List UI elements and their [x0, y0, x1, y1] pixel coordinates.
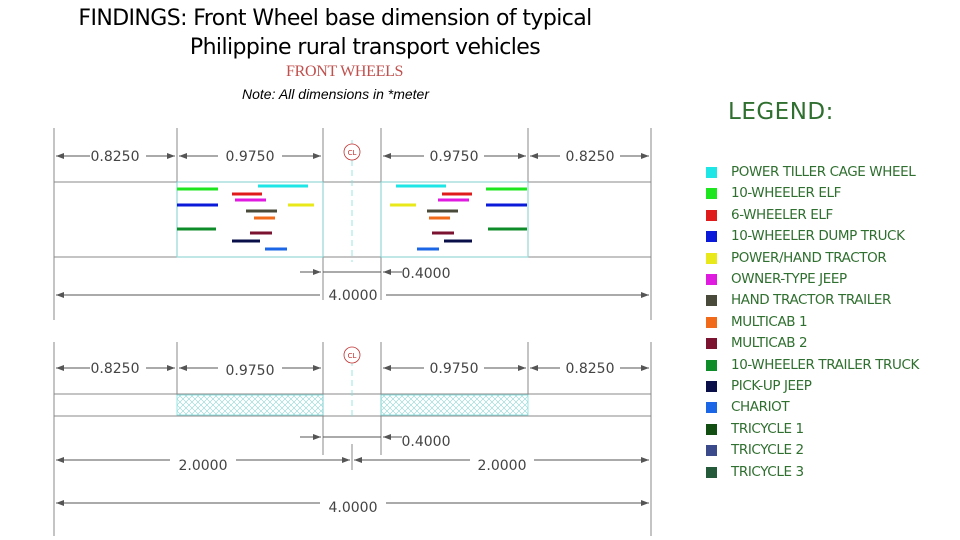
- dim-label-bottom-2: 0.9750: [226, 363, 275, 379]
- title-line-2: Philippine rural transport vehicles: [189, 35, 541, 60]
- legend-label: POWER TILLER CAGE WHEEL: [731, 164, 916, 180]
- legend-label: TRICYCLE 2: [731, 442, 804, 459]
- legend-label: 6-WHEELER ELF: [731, 206, 833, 223]
- legend-swatch: [706, 188, 717, 200]
- top-dimension-labels: 0.8250 0.9750 0.9750 0.8250 0.4000 4.000…: [91, 149, 615, 304]
- dim-label-bottom-4: 0.8250: [566, 361, 615, 377]
- bottom-diagram: [53, 342, 652, 536]
- legend-label: 10-WHEELER ELF: [731, 185, 842, 202]
- legend-label: OWNER-TYPE JEEP: [731, 271, 847, 287]
- centerline-symbol: CL: [348, 352, 357, 360]
- bottom-dimension-labels: 0.8250 0.9750 0.9750 0.8250 0.4000 2.000…: [91, 361, 615, 516]
- dim-label-bottom-1: 0.8250: [91, 361, 140, 377]
- legend-swatch: [706, 274, 717, 285]
- legend-swatch: [706, 209, 717, 221]
- half-width-label-right: 2.0000: [478, 458, 527, 474]
- legend-swatch: [706, 316, 717, 328]
- total-width-label-top: 4.0000: [329, 288, 378, 304]
- legend-swatch: [706, 167, 717, 178]
- legend-label: HAND TRACTOR TRAILER: [731, 292, 891, 309]
- page-title: FINDINGS: Front Wheel base dimension of …: [0, 4, 680, 62]
- legend-label: TRICYCLE 3: [731, 463, 804, 480]
- legend-swatch: [706, 338, 717, 350]
- legend-label: 10-WHEELER DUMP TRUCK: [731, 228, 905, 245]
- legend-swatch: [706, 359, 717, 371]
- legend-swatch: [706, 466, 717, 478]
- wheelbase-diagram: 0.8250 0.9750 0.9750 0.8250 0.4000 4.000…: [53, 128, 652, 536]
- dim-label-top-4: 0.8250: [566, 149, 615, 165]
- legend-label: MULTICAB 2: [731, 335, 808, 352]
- legend-swatch: [706, 252, 717, 264]
- dim-label-top-2: 0.9750: [226, 149, 275, 165]
- dim-label-top-1: 0.8250: [91, 149, 140, 165]
- wheel-marks-left: [177, 184, 314, 251]
- half-width-label-left: 2.0000: [179, 458, 228, 474]
- legend-label: TRICYCLE 1: [731, 420, 804, 437]
- legend-title: LEGEND:: [728, 99, 834, 125]
- diagram-subtitle: FRONT WHEELS: [286, 63, 404, 80]
- legend-label: CHARIOT: [731, 399, 790, 416]
- top-diagram: [53, 128, 652, 320]
- dim-label-top-3: 0.9750: [430, 149, 479, 165]
- dim-label-bottom-3: 0.9750: [430, 361, 479, 377]
- centerline-marker-bottom: CL: [343, 346, 361, 364]
- centerline-symbol: CL: [348, 149, 357, 157]
- legend-label: 10-WHEELER TRAILER TRUCK: [731, 356, 919, 373]
- centerline-marker-top: CL: [343, 143, 361, 161]
- wheel-marks-right: [390, 184, 527, 251]
- title-line-1: FINDINGS: Front Wheel base dimension of …: [78, 6, 592, 31]
- legend-swatch: [706, 445, 717, 457]
- center-gap-label-bottom: 0.4000: [402, 434, 451, 450]
- center-gap-label-top: 0.4000: [402, 266, 451, 282]
- legend-swatch: [706, 402, 717, 414]
- legend-swatch: [706, 423, 717, 435]
- legend-label: POWER/HAND TRACTOR: [731, 249, 887, 266]
- units-note: Note: All dimensions in *meter: [242, 86, 430, 102]
- legend-swatch: [706, 231, 717, 243]
- legend-swatch: [706, 295, 717, 307]
- legend-label: PICK-UP JEEP: [731, 378, 812, 394]
- legend-swatch: [706, 381, 717, 392]
- total-width-label-bottom: 4.0000: [329, 500, 378, 516]
- legend-label: MULTICAB 1: [731, 313, 808, 330]
